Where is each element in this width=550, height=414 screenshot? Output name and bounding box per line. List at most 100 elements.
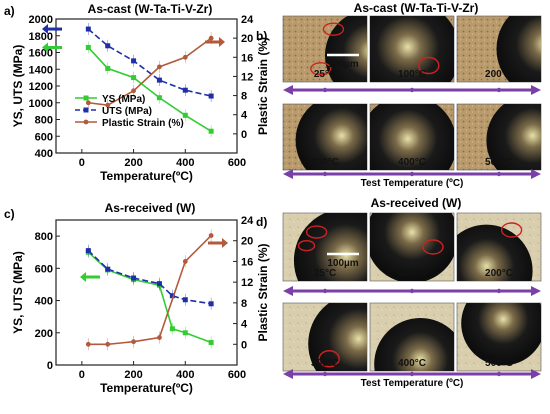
data-point	[208, 35, 214, 41]
y2-tick-label: 24	[241, 14, 254, 26]
y2-tick-label: 12	[241, 71, 253, 83]
data-point	[105, 266, 111, 272]
indent-spot	[293, 213, 367, 281]
plot-frame	[55, 219, 238, 366]
panel-b-title: As-cast (W-Ta-Ti-V-Zr)	[354, 1, 479, 15]
band-arrowhead-left	[283, 85, 293, 95]
x-tick-label: 400	[176, 157, 194, 169]
legend-entry: Plastic Strain (%)	[102, 118, 184, 129]
crack-highlight-circle	[500, 222, 523, 238]
data-point	[85, 341, 91, 347]
y2-tick-label: 16	[241, 52, 253, 64]
band-tick	[322, 87, 328, 93]
panel-c-label: c)	[4, 207, 15, 221]
data-point	[208, 128, 214, 134]
data-point	[131, 58, 137, 64]
indent-spot	[370, 104, 454, 170]
panel-d-title: As-received (W)	[371, 196, 462, 210]
indent-spot	[496, 16, 541, 82]
micrograph-temp-label: 300°C	[311, 157, 339, 168]
temperature-axis-band: Test Temperature (ºC)	[283, 369, 541, 389]
data-point	[157, 64, 162, 70]
micrograph-500c: 500°C	[456, 103, 542, 171]
y-tick-label: 1000	[29, 98, 53, 110]
micrograph-100c: 100°C	[369, 212, 455, 282]
panel-a-title: As-cast (W-Ta-Ti-V-Zr)	[88, 2, 213, 16]
band-tick	[496, 87, 502, 93]
data-point	[208, 233, 214, 238]
data-point	[131, 88, 136, 94]
y-tick-label: 1200	[29, 81, 53, 93]
crack-highlight-circle	[418, 56, 440, 75]
axis-indicator-arrowhead	[42, 24, 48, 35]
data-point	[105, 43, 111, 49]
band-tick	[322, 288, 328, 294]
y-tick-label: 1400	[29, 64, 53, 76]
legend-marker	[83, 119, 89, 125]
x-tick-label: 400	[176, 369, 194, 381]
y2-tick-label: 16	[241, 256, 253, 268]
micrograph-temp-label: 25°C	[314, 69, 336, 80]
micrograph-200c: 200°C	[456, 212, 542, 282]
series-line	[87, 251, 212, 344]
data-point	[105, 102, 111, 108]
data-point	[182, 112, 188, 118]
data-point	[85, 26, 91, 32]
band-tick	[409, 87, 415, 93]
y-tick-label: 1600	[29, 48, 53, 60]
y2-tick-label: 4	[241, 110, 248, 122]
y2-tick-label: 8	[241, 298, 247, 310]
chart-c: 0 200 400 600 0 200 400 600 800 0 4 8 12 16 20 24 Temper…	[11, 215, 270, 395]
y-tick-label: 0	[47, 360, 53, 372]
x-tick-label: 200	[124, 157, 142, 169]
micrograph-temp-label: 200°C	[485, 268, 513, 279]
micrograph-temp-label: 400°C	[398, 358, 426, 369]
series-line	[88, 234, 212, 346]
x-tick-label: 600	[228, 369, 246, 381]
micrograph-temp-label: 25°C	[314, 268, 336, 279]
data-point	[156, 95, 162, 101]
data-point	[105, 65, 111, 71]
temperature-axis-band	[283, 286, 541, 296]
micrograph-400c: 400°C	[369, 302, 455, 372]
legend-entry: YS (MPa)	[102, 94, 145, 105]
micrograph-temp-label: 100°C	[398, 268, 426, 279]
data-point	[131, 275, 137, 281]
data-point	[157, 335, 162, 340]
y2-tick-label: 20	[241, 33, 253, 45]
axis-indicator-arrowhead	[222, 238, 228, 248]
band-axis-label: Test Temperature (ºC)	[361, 378, 464, 389]
crack-highlight-circle	[305, 225, 328, 239]
data-point	[208, 339, 214, 345]
band-tick	[322, 171, 328, 177]
x-tick-label: 0	[79, 369, 85, 381]
micrograph-temp-label: 400°C	[398, 157, 426, 168]
crack-highlight-circle	[318, 350, 340, 368]
micrograph-300c: 300°C	[282, 103, 368, 171]
x-axis-label: Temperature(ºC)	[100, 381, 193, 395]
y2-tick-label: 4	[241, 319, 248, 331]
indent-spot	[370, 213, 454, 281]
data-point	[169, 326, 175, 332]
data-point	[182, 259, 188, 264]
y2-tick-label: 8	[241, 91, 247, 103]
y-tick-label: 1800	[29, 31, 53, 43]
data-point	[156, 281, 162, 287]
micrograph-temp-label: 100°C	[398, 69, 426, 80]
y-tick-label: 800	[35, 231, 53, 243]
band-tick	[496, 171, 502, 177]
crack-highlight-circle	[310, 62, 332, 76]
band-tick	[496, 288, 502, 294]
axis-indicator-arrowhead	[80, 272, 86, 282]
y-tick-label: 400	[35, 296, 53, 308]
x-tick-label: 600	[228, 157, 246, 169]
micrograph-500c: 500°C	[456, 302, 542, 372]
band-arrowhead-left	[283, 169, 293, 179]
panel-b-label: b)	[256, 29, 267, 43]
band-arrowhead-right	[531, 369, 541, 379]
x-axis-label: Temperature(ºC)	[100, 169, 193, 183]
micrograph-100c: 100°C	[369, 15, 455, 83]
data-point	[85, 248, 91, 254]
